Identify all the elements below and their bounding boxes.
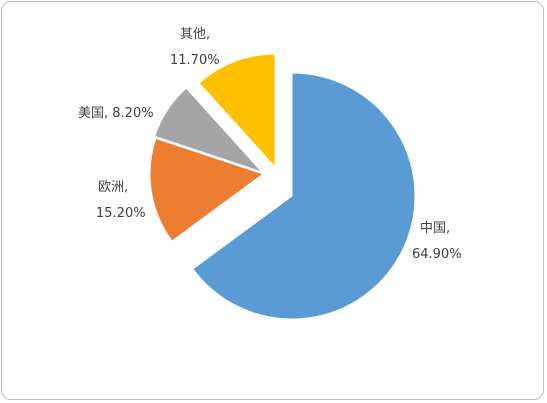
slice-europe <box>149 137 265 242</box>
slice-usa <box>154 87 264 174</box>
label-china: 中国, 64.90% <box>412 221 462 262</box>
label-other: 其他, 11.70% <box>170 27 220 68</box>
slice-other <box>198 53 276 169</box>
label-usa: 美国, 8.20% <box>78 106 154 121</box>
label-europe: 欧洲, 15.20% <box>96 180 146 221</box>
slice-china <box>192 72 416 320</box>
